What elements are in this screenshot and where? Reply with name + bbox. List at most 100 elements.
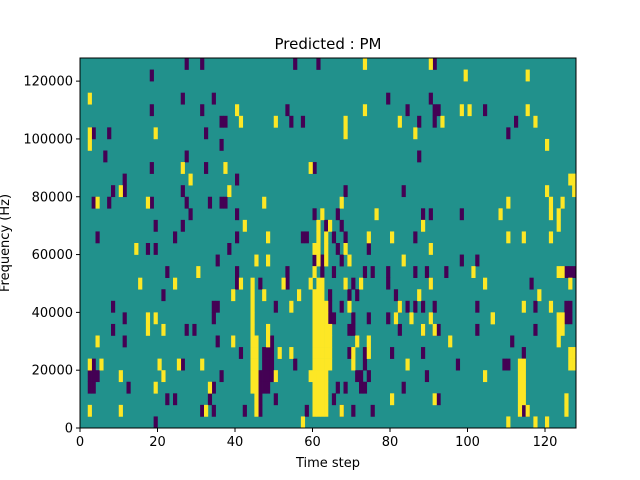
high-cell <box>320 300 325 313</box>
low-cell <box>362 381 368 394</box>
high-cell <box>483 370 488 383</box>
low-cell <box>215 254 220 267</box>
high-cell <box>324 312 329 325</box>
low-cell <box>483 104 488 117</box>
high-cell <box>266 231 271 244</box>
low-cell <box>390 347 395 359</box>
high-cell <box>87 358 92 371</box>
low-cell <box>432 115 437 128</box>
high-cell <box>533 115 538 128</box>
high-cell <box>366 347 371 359</box>
y-tick-label: 20000 <box>32 364 73 379</box>
high-cell <box>316 358 321 371</box>
high-cell <box>238 277 244 290</box>
x-tick-label: 20 <box>149 435 166 450</box>
high-cell <box>556 266 561 278</box>
low-cell <box>347 289 352 302</box>
high-cell <box>145 312 151 325</box>
low-cell <box>432 104 437 117</box>
high-cell <box>320 335 325 348</box>
high-cell <box>324 358 329 371</box>
high-cell <box>316 219 321 232</box>
low-cell <box>506 358 511 371</box>
high-cell <box>560 312 565 325</box>
high-cell <box>320 277 325 290</box>
low-cell <box>91 381 96 394</box>
high-cell <box>262 196 267 209</box>
low-cell <box>289 115 294 128</box>
high-cell <box>405 358 410 371</box>
high-cell <box>153 312 158 325</box>
low-cell <box>111 323 116 336</box>
high-cell <box>223 162 228 174</box>
high-cell <box>324 404 329 417</box>
low-cell <box>180 219 185 232</box>
low-cell <box>362 347 368 359</box>
high-cell <box>161 370 166 383</box>
high-cell <box>359 277 364 290</box>
high-cell <box>289 347 294 359</box>
high-cell <box>401 254 406 267</box>
low-cell <box>359 370 364 383</box>
low-cell <box>475 300 480 313</box>
high-cell <box>300 416 306 429</box>
low-cell <box>455 358 461 371</box>
high-cell <box>320 358 325 371</box>
low-cell <box>343 381 348 394</box>
x-tick-label: 80 <box>382 435 399 450</box>
high-cell <box>459 104 464 117</box>
high-cell <box>366 231 371 244</box>
low-cell <box>568 300 573 313</box>
high-cell <box>556 208 561 221</box>
high-cell <box>428 243 433 255</box>
high-cell <box>235 104 240 117</box>
high-cell <box>87 404 92 417</box>
high-cell <box>483 277 488 290</box>
high-cell <box>432 393 437 406</box>
low-cell <box>107 196 112 209</box>
high-cell <box>254 404 259 417</box>
low-cell <box>269 370 275 383</box>
high-cell <box>568 173 573 186</box>
high-cell <box>207 381 213 394</box>
high-cell <box>99 358 104 371</box>
low-cell <box>192 323 197 336</box>
low-cell <box>436 393 441 406</box>
high-cell <box>238 115 244 128</box>
high-cell <box>328 335 333 348</box>
high-cell <box>316 289 321 302</box>
high-cell <box>266 335 271 348</box>
high-cell <box>312 347 317 359</box>
low-cell <box>335 243 340 255</box>
high-cell <box>320 312 325 325</box>
high-cell <box>343 115 348 128</box>
high-cell <box>517 370 523 383</box>
high-cell <box>421 323 426 336</box>
low-cell <box>320 266 325 278</box>
low-cell <box>459 208 464 221</box>
high-cell <box>548 208 554 221</box>
high-cell <box>324 335 329 348</box>
x-axis-label: Time step <box>295 456 360 471</box>
high-cell <box>564 404 569 417</box>
high-cell <box>87 138 92 151</box>
low-cell <box>266 370 271 383</box>
low-cell <box>266 358 271 371</box>
high-cell <box>250 358 255 371</box>
high-cell <box>320 404 325 417</box>
high-cell <box>312 381 317 394</box>
y-axis: 0 20000 40000 60000 80000 100000 120000 <box>23 75 80 437</box>
high-cell <box>417 289 422 302</box>
low-cell <box>401 381 406 394</box>
x-tick-label: 0 <box>76 435 84 450</box>
high-cell <box>312 404 317 417</box>
low-cell <box>300 115 306 128</box>
low-cell <box>432 300 437 313</box>
low-cell <box>506 127 511 140</box>
low-cell <box>188 208 193 221</box>
low-cell <box>258 277 263 290</box>
low-cell <box>215 300 220 313</box>
high-cell <box>328 358 333 371</box>
low-cell <box>339 219 344 232</box>
high-cell <box>525 104 530 117</box>
